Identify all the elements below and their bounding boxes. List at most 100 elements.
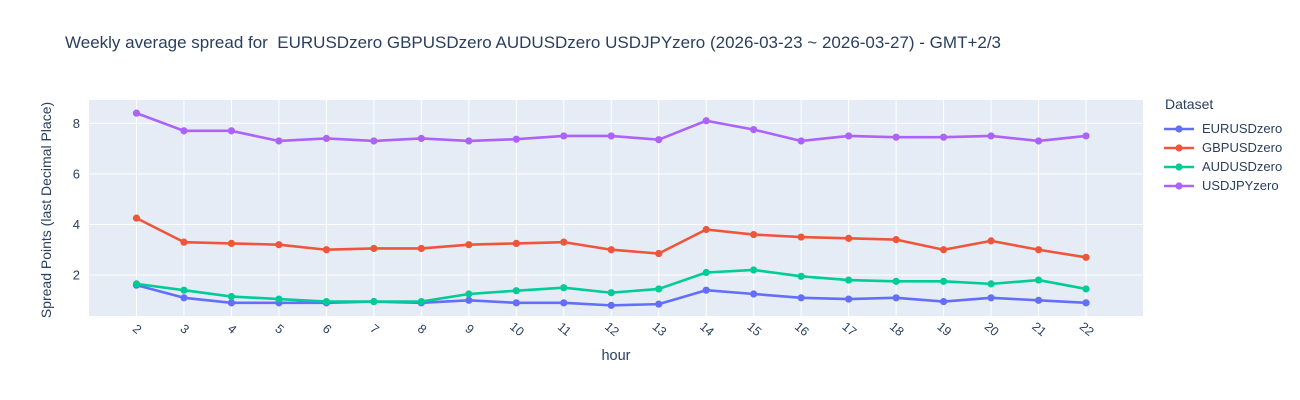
- data-point-EURUSDzero[interactable]: [465, 296, 473, 304]
- data-point-EURUSDzero[interactable]: [845, 295, 853, 303]
- data-point-AUDUSDzero[interactable]: [797, 272, 805, 280]
- data-point-USDJPYzero[interactable]: [1082, 132, 1090, 140]
- data-point-EURUSDzero[interactable]: [227, 299, 236, 307]
- data-point-AUDUSDzero[interactable]: [227, 292, 236, 301]
- data-point-USDJPYzero[interactable]: [845, 132, 853, 140]
- data-point-AUDUSDzero[interactable]: [845, 276, 853, 284]
- data-point-AUDUSDzero[interactable]: [180, 286, 188, 294]
- data-point-GBPUSDzero[interactable]: [417, 244, 425, 253]
- data-point-GBPUSDzero[interactable]: [227, 239, 236, 248]
- data-point-GBPUSDzero[interactable]: [275, 241, 283, 249]
- legend-swatch-GBPUSDzero: [1164, 143, 1194, 152]
- legend-item-USDJPYzero[interactable]: USDJPYzero: [1163, 176, 1282, 195]
- data-point-AUDUSDzero[interactable]: [512, 287, 520, 295]
- data-point-EURUSDzero[interactable]: [702, 286, 710, 294]
- data-point-AUDUSDzero[interactable]: [1034, 276, 1043, 284]
- data-point-EURUSDzero[interactable]: [987, 294, 995, 302]
- data-point-GBPUSDzero[interactable]: [322, 246, 330, 254]
- data-point-AUDUSDzero[interactable]: [892, 277, 900, 285]
- data-point-USDJPYzero[interactable]: [797, 137, 805, 145]
- y-tick-label: 6: [73, 166, 80, 181]
- data-point-GBPUSDzero[interactable]: [797, 233, 805, 241]
- data-point-USDJPYzero[interactable]: [132, 109, 141, 117]
- data-point-AUDUSDzero[interactable]: [1082, 285, 1090, 293]
- data-point-GBPUSDzero[interactable]: [987, 237, 995, 245]
- data-point-GBPUSDzero[interactable]: [845, 234, 853, 242]
- data-point-AUDUSDzero[interactable]: [465, 290, 473, 298]
- data-point-GBPUSDzero[interactable]: [132, 214, 141, 222]
- x-tick-label: 7: [367, 322, 381, 337]
- data-point-USDJPYzero[interactable]: [512, 135, 520, 143]
- data-point-AUDUSDzero[interactable]: [655, 285, 663, 293]
- data-point-GBPUSDzero[interactable]: [750, 230, 758, 239]
- data-point-USDJPYzero[interactable]: [655, 136, 663, 144]
- data-point-GBPUSDzero[interactable]: [1082, 253, 1090, 261]
- data-point-AUDUSDzero[interactable]: [370, 297, 378, 306]
- data-point-USDJPYzero[interactable]: [417, 134, 425, 143]
- data-point-EURUSDzero[interactable]: [607, 301, 615, 309]
- data-point-GBPUSDzero[interactable]: [939, 246, 948, 254]
- x-tick-label: 8: [415, 322, 429, 337]
- data-point-AUDUSDzero[interactable]: [132, 280, 141, 288]
- x-tick-label: 5: [272, 322, 286, 337]
- data-point-USDJPYzero[interactable]: [892, 133, 900, 141]
- data-point-USDJPYzero[interactable]: [227, 127, 236, 135]
- x-tick-label: 15: [745, 319, 765, 339]
- x-axis-title: hour: [601, 348, 631, 364]
- data-point-AUDUSDzero[interactable]: [939, 277, 948, 285]
- data-point-USDJPYzero[interactable]: [180, 127, 188, 135]
- x-tick-label: 20: [982, 319, 1002, 339]
- data-point-EURUSDzero[interactable]: [512, 299, 520, 307]
- data-point-EURUSDzero[interactable]: [939, 297, 948, 306]
- data-point-USDJPYzero[interactable]: [987, 132, 995, 140]
- data-point-USDJPYzero[interactable]: [560, 132, 568, 140]
- data-point-USDJPYzero[interactable]: [275, 137, 283, 145]
- data-point-EURUSDzero[interactable]: [655, 300, 663, 308]
- data-point-AUDUSDzero[interactable]: [560, 284, 568, 292]
- data-point-GBPUSDzero[interactable]: [560, 238, 568, 246]
- legend-item-GBPUSDzero[interactable]: GBPUSDzero: [1163, 138, 1282, 157]
- data-point-AUDUSDzero[interactable]: [275, 295, 283, 303]
- data-point-USDJPYzero[interactable]: [939, 133, 948, 141]
- x-tick-label: 18: [887, 319, 907, 339]
- data-point-USDJPYzero[interactable]: [370, 137, 378, 145]
- x-tick-label: 21: [1029, 319, 1049, 339]
- data-point-GBPUSDzero[interactable]: [607, 246, 615, 254]
- legend-item-AUDUSDzero[interactable]: AUDUSDzero: [1163, 157, 1282, 176]
- data-point-EURUSDzero[interactable]: [560, 299, 568, 307]
- data-point-EURUSDzero[interactable]: [1034, 296, 1043, 304]
- data-point-USDJPYzero[interactable]: [465, 137, 473, 145]
- data-point-AUDUSDzero[interactable]: [417, 297, 425, 306]
- data-point-AUDUSDzero[interactable]: [987, 280, 995, 288]
- data-point-GBPUSDzero[interactable]: [892, 236, 900, 244]
- legend-swatch-AUDUSDzero: [1164, 162, 1194, 171]
- data-point-EURUSDzero[interactable]: [180, 294, 188, 302]
- x-tick-label: 11: [555, 320, 574, 339]
- legend-item-EURUSDzero[interactable]: EURUSDzero: [1163, 119, 1282, 138]
- legend-label: GBPUSDzero: [1202, 140, 1283, 155]
- data-point-GBPUSDzero[interactable]: [655, 249, 663, 258]
- data-point-AUDUSDzero[interactable]: [607, 289, 615, 297]
- data-point-USDJPYzero[interactable]: [750, 125, 758, 134]
- data-point-USDJPYzero[interactable]: [702, 117, 710, 125]
- data-point-GBPUSDzero[interactable]: [702, 225, 710, 234]
- data-point-AUDUSDzero[interactable]: [750, 266, 758, 274]
- x-tick-label: 14: [697, 319, 717, 339]
- data-point-GBPUSDzero[interactable]: [370, 244, 378, 253]
- data-point-USDJPYzero[interactable]: [1034, 137, 1043, 145]
- data-point-GBPUSDzero[interactable]: [465, 241, 473, 249]
- data-point-AUDUSDzero[interactable]: [702, 268, 710, 277]
- data-point-EURUSDzero[interactable]: [750, 290, 758, 298]
- data-point-GBPUSDzero[interactable]: [1034, 246, 1043, 254]
- data-point-EURUSDzero[interactable]: [797, 294, 805, 302]
- legend-label: USDJPYzero: [1202, 178, 1279, 193]
- data-point-EURUSDzero[interactable]: [892, 294, 900, 302]
- data-point-USDJPYzero[interactable]: [607, 132, 615, 140]
- data-point-USDJPYzero[interactable]: [322, 134, 330, 143]
- data-point-GBPUSDzero[interactable]: [512, 239, 520, 248]
- data-point-AUDUSDzero[interactable]: [322, 297, 330, 306]
- data-point-GBPUSDzero[interactable]: [180, 238, 188, 246]
- data-point-EURUSDzero[interactable]: [1082, 299, 1090, 307]
